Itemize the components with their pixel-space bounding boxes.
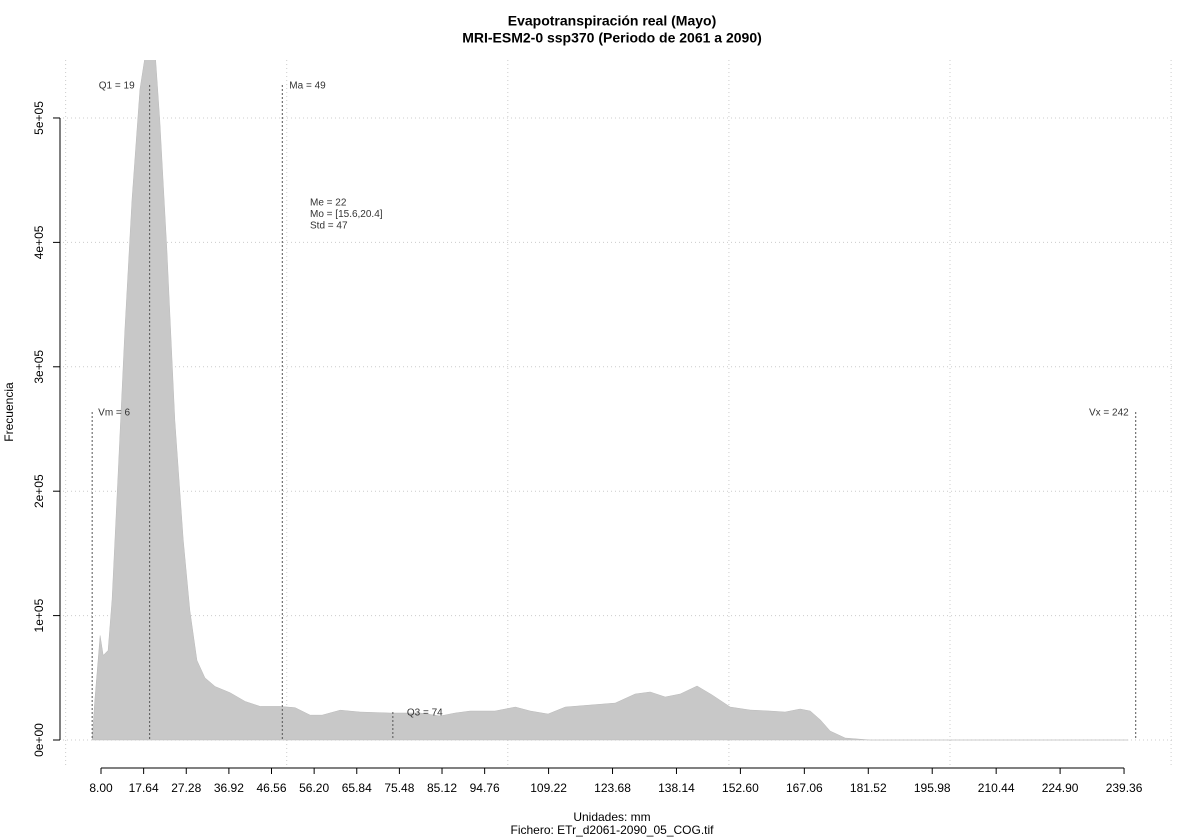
chart-title: Evapotranspiración real (Mayo) xyxy=(508,13,717,29)
y-tick-label: 3e+05 xyxy=(32,350,46,384)
marker-label: Vx = 242 xyxy=(1089,408,1129,419)
caption: Fichero: ETr_d2061-2090_05_COG.tif xyxy=(511,823,715,837)
x-tick-label: 8.00 xyxy=(89,781,113,795)
stat-label: Std = 47 xyxy=(310,221,348,232)
x-tick-label: 123.68 xyxy=(594,781,631,795)
x-tick-label: 65.84 xyxy=(342,781,372,795)
x-tick-label: 167.06 xyxy=(786,781,823,795)
x-axis-label: Unidades: mm xyxy=(573,810,650,824)
x-tick-label: 138.14 xyxy=(658,781,695,795)
y-tick-label: 1e+05 xyxy=(32,598,46,632)
x-tick-label: 239.36 xyxy=(1106,781,1143,795)
y-tick-label: 4e+05 xyxy=(32,225,46,259)
x-tick-label: 36.92 xyxy=(214,781,244,795)
x-tick-label: 75.48 xyxy=(384,781,414,795)
x-tick-label: 181.52 xyxy=(850,781,887,795)
x-tick-label: 85.12 xyxy=(427,781,457,795)
marker-label: Q1 = 19 xyxy=(99,81,135,92)
y-axis-label: Frecuencia xyxy=(2,382,16,442)
x-tick-label: 224.90 xyxy=(1042,781,1079,795)
x-tick-label: 94.76 xyxy=(470,781,500,795)
x-tick-label: 17.64 xyxy=(129,781,159,795)
marker-label: Q3 = 74 xyxy=(407,708,443,719)
x-tick-label: 46.56 xyxy=(256,781,286,795)
stat-label: Me = 22 xyxy=(310,198,347,209)
x-tick-label: 195.98 xyxy=(914,781,951,795)
marker-label: Ma = 49 xyxy=(289,81,326,92)
x-tick-label: 210.44 xyxy=(978,781,1015,795)
x-tick-label: 56.20 xyxy=(299,781,329,795)
y-tick-label: 5e+05 xyxy=(32,101,46,135)
chart-subtitle: MRI-ESM2-0 ssp370 (Periodo de 2061 a 209… xyxy=(462,30,762,46)
y-tick-label: 0e+00 xyxy=(32,723,46,757)
x-tick-label: 152.60 xyxy=(722,781,759,795)
stat-label: Mo = [15.6,20.4] xyxy=(310,209,383,220)
y-tick-label: 2e+05 xyxy=(32,474,46,508)
x-tick-label: 27.28 xyxy=(171,781,201,795)
x-tick-label: 109.22 xyxy=(530,781,567,795)
marker-label: Vm = 6 xyxy=(98,408,130,419)
density-area xyxy=(91,60,1129,741)
